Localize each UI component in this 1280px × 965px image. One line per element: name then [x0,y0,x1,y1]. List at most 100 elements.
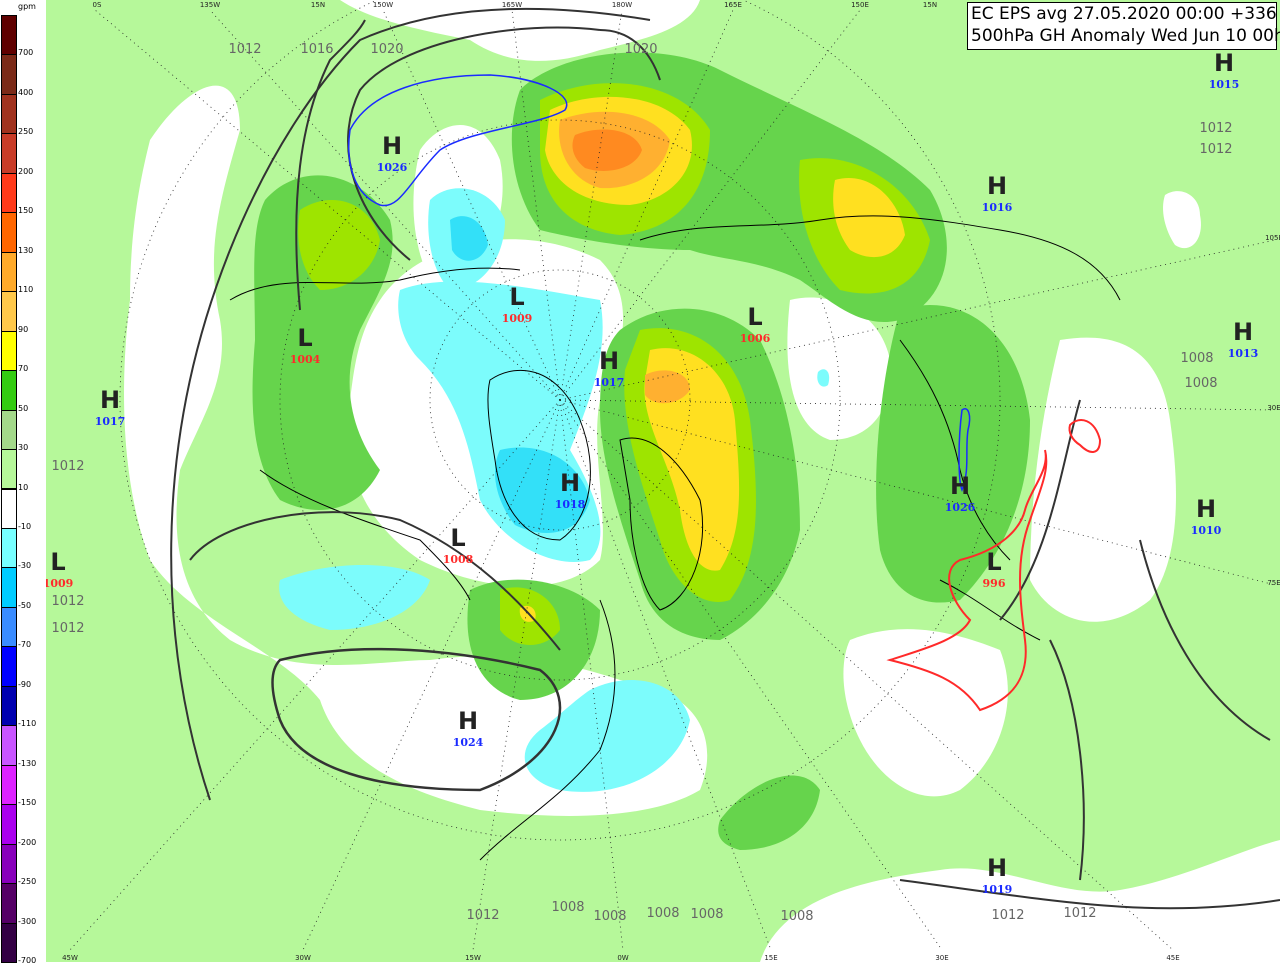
isobar-label: 1008 [780,909,813,924]
legend-swatch [1,15,17,56]
legend-label: -90 [18,679,32,689]
isobar-label: 1020 [370,42,403,57]
isobar-label: 1012 [1199,121,1232,136]
legend-label: -30 [18,561,32,571]
anomaly-white-bottom [760,840,1280,962]
graticule-label: 135W [200,1,220,9]
legend-swatch [1,251,17,293]
isobar-label: 1020 [624,42,657,57]
isobar-label: 1012 [1063,906,1096,921]
legend-swatch [1,54,17,95]
legend-swatch [1,172,17,214]
graticule-label: 15N [923,1,937,9]
anomaly-cyan-deep-greenland [495,447,590,533]
graticule-label: 150W [373,1,393,9]
isobar-label: 1012 [51,459,84,474]
center-value: 1026 [377,161,408,174]
isobar-label: 1008 [593,909,626,924]
legend-label: -130 [18,758,37,768]
graticule-label: 45E [1166,954,1179,962]
legend-label: -10 [18,521,32,531]
legend-swatch [1,764,17,806]
graticule-label: 15N [311,1,325,9]
legend-label: 400 [18,87,34,97]
legend-label: 30 [18,443,29,453]
graticule-label: 165E [724,1,742,9]
legend-swatch [1,212,17,253]
center-letter: L [50,548,65,576]
legend-label: 90 [18,324,29,334]
red-contour [886,419,1102,712]
color-legend: gpm 700 400 250 200 150 130 110 90 70 50 30 10 -10 -3… [0,0,47,965]
isobar-label: 1012 [466,908,499,923]
legend-swatch [1,725,17,766]
center-letter: H [599,347,619,375]
graticule-label: 15E [764,954,777,962]
legend-label: -250 [18,877,37,887]
center-value: 1013 [1228,347,1259,360]
center-letter: H [1214,49,1234,77]
center-letter: L [747,303,762,331]
isobar-label: 1008 [690,907,723,922]
anomaly-cyan-deep-north [450,216,488,261]
anomaly-lime-na [298,200,380,290]
graticule-label: 0W [617,954,628,962]
legend-swatch [1,922,17,963]
legend-swatch [1,488,17,529]
anomaly-yellow-europe [644,348,740,571]
center-letter: L [450,524,465,552]
center-letter: H [458,707,478,735]
legend-label: -150 [18,798,37,808]
anomaly-darkorange-pacific [572,129,642,171]
blue-contour [348,74,971,493]
center-value: 1019 [982,883,1013,896]
graticule-label: 30E [935,954,948,962]
center-letter: L [297,324,312,352]
center-value: 1009 [502,312,533,325]
legend-label: 50 [18,403,29,413]
graticule-label: 0S [93,1,102,9]
title-line-1: EC EPS avg 27.05.2020 00:00 +336 h [971,4,1280,24]
legend-label: 200 [18,166,34,176]
center-value: 1018 [555,498,586,511]
legend-swatch [1,449,17,490]
anomaly-green-asia [876,304,1030,603]
isobar-label: 1008 [551,900,584,915]
anomaly-yellow-east [833,178,905,258]
title-line-2: 500hPa GH Anomaly Wed Jun 10 00h [971,26,1280,46]
center-letter: H [987,854,1007,882]
legend-swatch [1,804,17,845]
legend-label: 110 [18,285,34,295]
anomaly-fill [124,0,1280,962]
legend-label: -50 [18,600,32,610]
legend-swatch [1,370,17,411]
center-letter: H [100,386,120,414]
graticule-labels: 0S 135W 15N 150W 165W 180W 165E 150E 15N 45W 30W 15… [62,1,1280,962]
legend-label: -200 [18,837,37,847]
graticule-label: 15W [465,954,481,962]
graticule-label: 30W [295,954,311,962]
legend-swatch [1,527,17,569]
legend-swatch [1,133,17,174]
legend-swatch [1,685,17,727]
anomaly-white-china [843,629,1008,797]
center-value: 1010 [1191,524,1222,537]
graticule-label: 105E [1265,234,1280,242]
legend-label: -70 [18,640,32,650]
isobar-label: 1012 [1199,142,1232,157]
legend-swatch [1,93,17,135]
legend-swatch [1,409,17,451]
map-title-box: EC EPS avg 27.05.2020 00:00 +336 h 500hP… [967,2,1280,50]
legend-swatch [1,646,17,687]
